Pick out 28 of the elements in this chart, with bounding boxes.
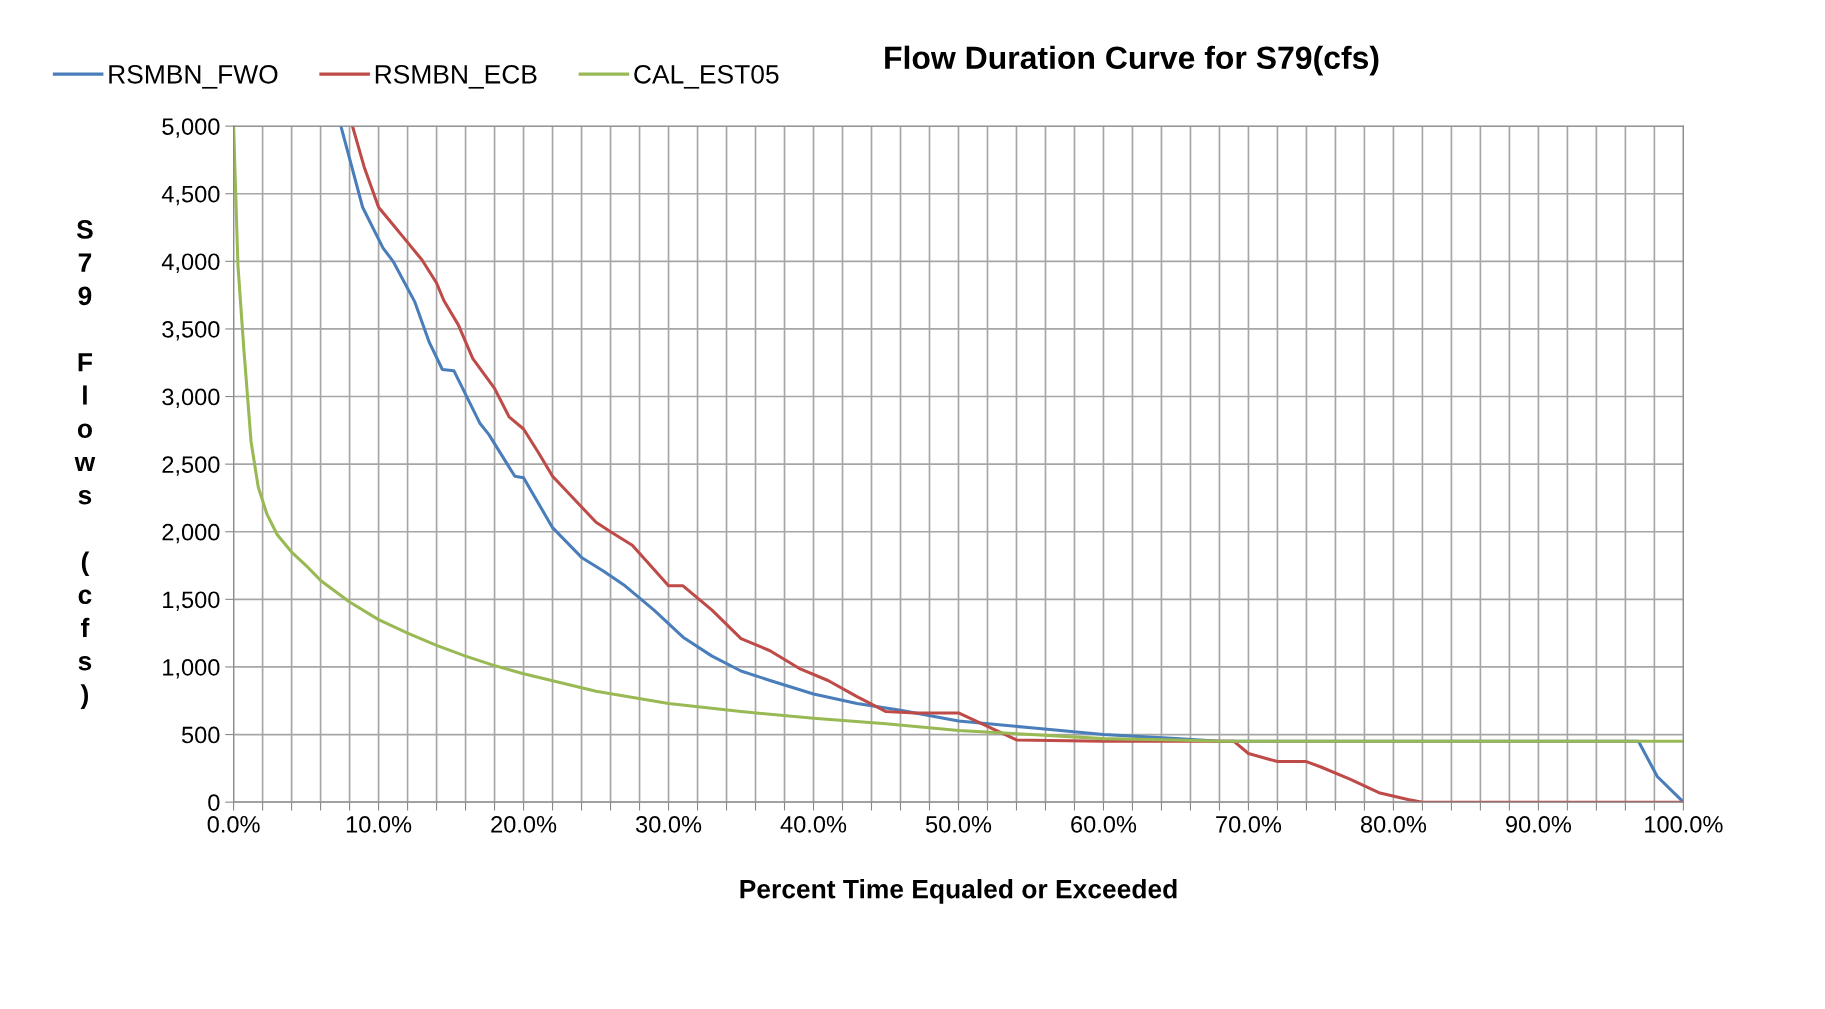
text: S79 Flows (cfs) bbox=[74, 220, 96, 709]
y-tick-label: 3,000 bbox=[162, 388, 220, 409]
x-axis-title: Percent Time Equaled or Exceeded bbox=[740, 879, 1177, 904]
x-tick-label: 80.0% bbox=[1360, 815, 1427, 833]
x-tick-label: 100.0% bbox=[1645, 815, 1723, 833]
x-tick-label: 90.0% bbox=[1506, 815, 1572, 833]
x-tick-label: 0.0% bbox=[207, 815, 260, 833]
x-tick-label: 30.0% bbox=[635, 815, 702, 833]
x-tick-label: 60.0% bbox=[1071, 815, 1137, 833]
y-tick-label: 1,000 bbox=[163, 659, 220, 679]
y-tick-label: 4,500 bbox=[161, 185, 220, 206]
legend-label: CAL_EST05 bbox=[634, 64, 779, 89]
x-tick-label: 20.0% bbox=[491, 815, 557, 833]
y-tick-label: 5,000 bbox=[162, 118, 220, 138]
y-tick-label: 2,000 bbox=[162, 523, 220, 544]
y-tick-label: 4,000 bbox=[161, 253, 220, 273]
x-tick-label: 10.0% bbox=[346, 815, 412, 833]
chart-title: Flow Duration Curve for S79(cfs) bbox=[885, 45, 1379, 76]
legend-label: RSMBN_FWO bbox=[109, 64, 278, 89]
legend-label: RSMBN_ECB bbox=[375, 64, 537, 89]
x-tick-label: 50.0% bbox=[925, 815, 992, 833]
y-tick-label: 500 bbox=[181, 726, 220, 744]
x-tick-label: 40.0% bbox=[780, 815, 847, 833]
y-tick-label: 2,500 bbox=[162, 456, 220, 476]
x-tick-label: 70.0% bbox=[1216, 815, 1282, 833]
y-tick-label: 0 bbox=[208, 794, 220, 811]
y-tick-label: 3,500 bbox=[162, 321, 220, 341]
y-tick-label: 1,500 bbox=[163, 591, 220, 611]
